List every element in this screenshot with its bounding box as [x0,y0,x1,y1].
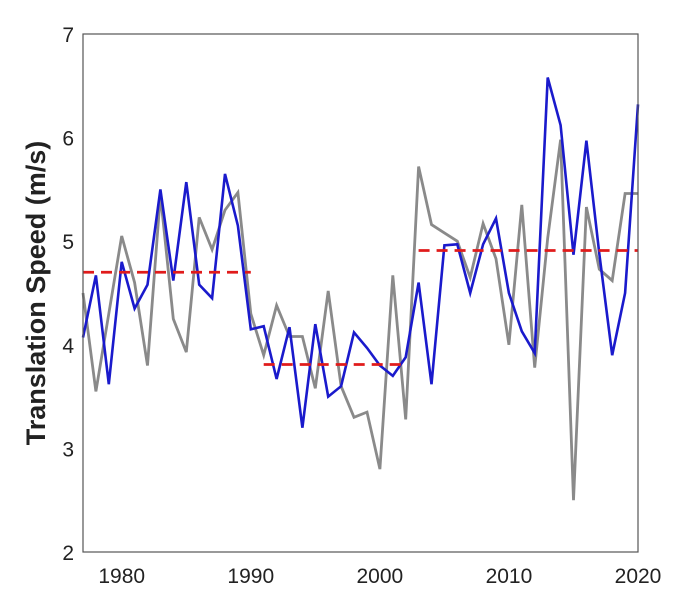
x-tick-label: 2020 [615,565,662,588]
y-tick-label: 2 [62,542,74,565]
y-tick-label: 3 [62,438,74,461]
y-tick-label: 5 [62,231,74,254]
y-tick-label: 6 [62,128,74,151]
y-tick-label: 4 [62,335,74,358]
x-tick-label: 2010 [486,565,533,588]
y-tick-label: 7 [62,24,74,47]
y-axis-ticks: 2 3 4 5 6 7 [62,24,74,565]
y-axis-title: Translation Speed (m/s) [21,141,51,446]
series-line-gray [81,139,638,501]
x-tick-label: 2000 [357,565,404,588]
plot-layer [81,77,640,501]
x-tick-label: 1980 [98,565,145,588]
series-line-blue [81,77,640,428]
x-axis-ticks: 1980 1990 2000 2010 2020 [98,565,661,588]
x-tick-label: 1990 [227,565,274,588]
plot-frame [82,33,639,553]
